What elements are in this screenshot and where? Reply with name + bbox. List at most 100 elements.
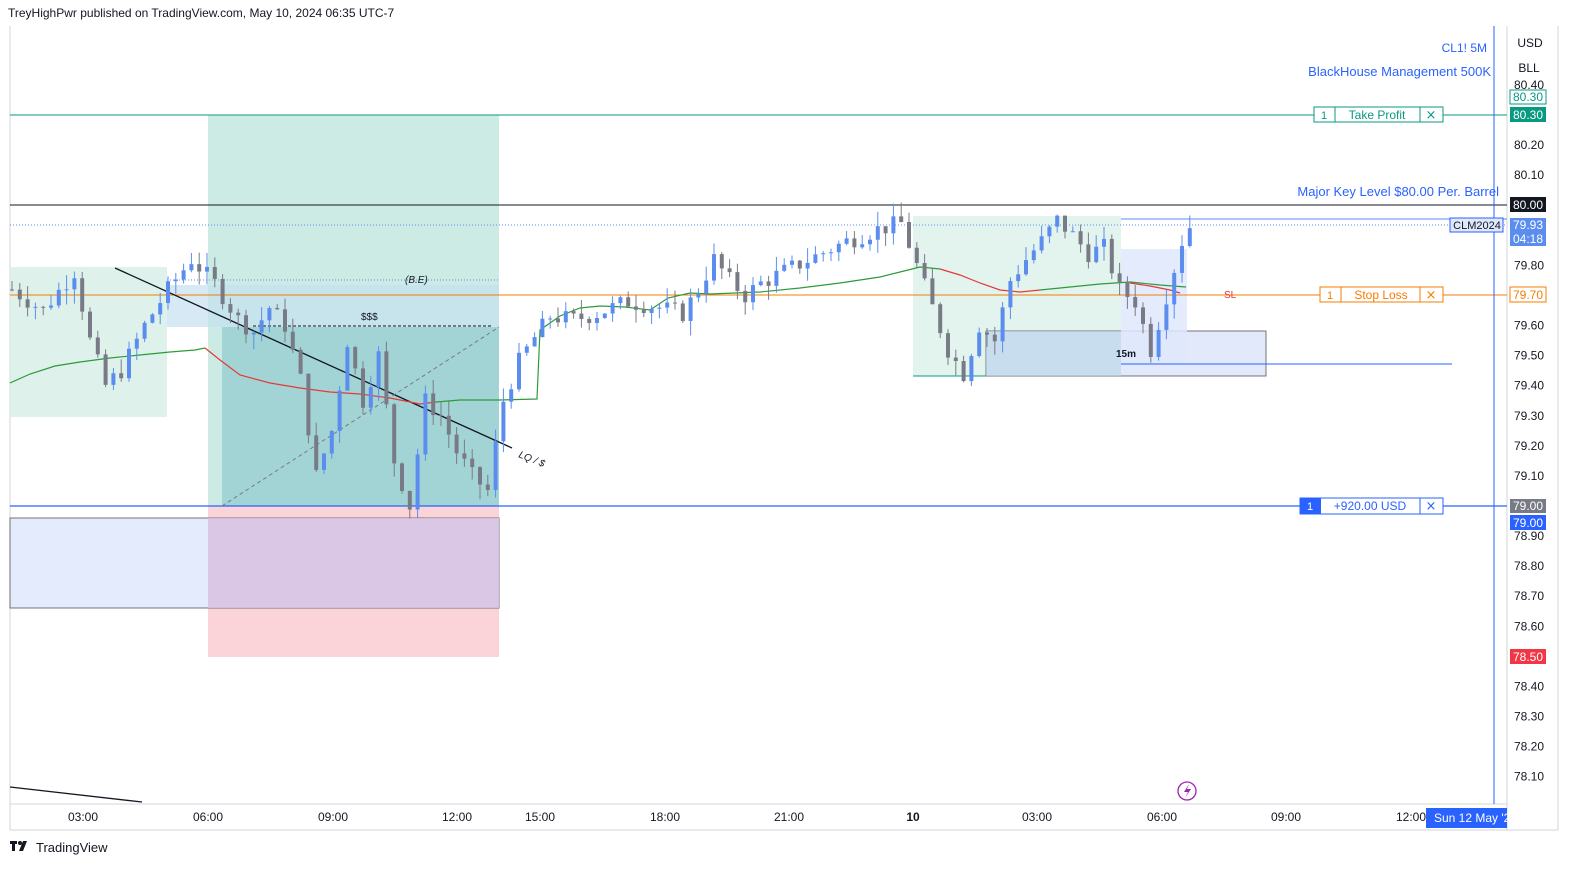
candle-body bbox=[1047, 226, 1052, 237]
candle-body bbox=[735, 272, 740, 291]
candle-body bbox=[407, 490, 412, 510]
candle-body bbox=[719, 254, 724, 269]
take-profit-close-icon[interactable]: × bbox=[1426, 108, 1437, 123]
position-diagonal bbox=[221, 326, 500, 507]
candle-body bbox=[251, 332, 256, 335]
candle-body bbox=[368, 387, 373, 408]
candle-body bbox=[688, 297, 693, 321]
candle-body bbox=[1187, 228, 1192, 247]
candle-body bbox=[704, 280, 709, 294]
take-profit-qty: 1 bbox=[1321, 110, 1327, 122]
drawing-zones bbox=[9, 115, 1267, 657]
candle-body bbox=[587, 319, 592, 324]
candle-body bbox=[1031, 250, 1036, 261]
candle-body bbox=[337, 390, 342, 432]
candle-body bbox=[1117, 273, 1122, 283]
candle-body bbox=[1156, 329, 1161, 357]
time-tick-7: 10 bbox=[906, 810, 920, 824]
unit-selector[interactable]: BLL bbox=[1518, 61, 1540, 75]
candle-body bbox=[610, 303, 615, 314]
candle-body bbox=[220, 278, 225, 305]
time-tick-9: 06:00 bbox=[1147, 810, 1177, 824]
candle-body bbox=[212, 266, 217, 279]
candle-body bbox=[821, 253, 826, 255]
candle-body bbox=[649, 308, 654, 313]
candle-body bbox=[400, 463, 404, 491]
lightning-icon[interactable] bbox=[1177, 781, 1197, 801]
candle-body bbox=[501, 401, 506, 442]
candle-body bbox=[946, 333, 950, 358]
major-key-annotation: Major Key Level $80.00 Per. Barrel bbox=[1297, 184, 1499, 199]
candle-body bbox=[1094, 246, 1099, 263]
candle-body bbox=[322, 453, 326, 470]
candle-body bbox=[173, 279, 178, 282]
trend-line-lq bbox=[114, 267, 513, 449]
candle-body bbox=[236, 312, 241, 316]
candle-body bbox=[111, 373, 116, 385]
candle-body bbox=[259, 320, 264, 333]
position-order[interactable]: 1 +920.00 USD × bbox=[1299, 497, 1444, 515]
take-profit-label: Take Profit bbox=[1349, 108, 1406, 122]
candle-body bbox=[119, 373, 124, 379]
candle-body bbox=[439, 415, 443, 417]
price-tick-23: 78.10 bbox=[1514, 770, 1544, 784]
candle-body bbox=[797, 260, 802, 269]
stop-loss-close-icon[interactable]: × bbox=[1426, 288, 1437, 303]
candle-body bbox=[329, 431, 334, 454]
candle-body bbox=[930, 278, 935, 305]
time-axis: 03:00 06:00 09:00 12:00 15:00 18:00 21:00 10 03:… bbox=[68, 810, 1426, 824]
vwap-line-left bbox=[9, 347, 206, 384]
candle-body bbox=[275, 308, 280, 310]
candle-body bbox=[602, 313, 607, 319]
entry-price-label: 79.00 bbox=[1513, 499, 1543, 513]
candle-body bbox=[197, 264, 202, 272]
price-axis: 80.4080.3080.2080.1080.0079.9079.8079.70… bbox=[1514, 78, 1544, 784]
level-lines bbox=[9, 26, 1507, 804]
be-annotation: (B.E) bbox=[405, 275, 428, 286]
contract-label: CLM2024 bbox=[1453, 220, 1501, 232]
time-tick-8: 03:00 bbox=[1022, 810, 1052, 824]
candle-body bbox=[1024, 260, 1028, 275]
position-qty: 1 bbox=[1307, 501, 1313, 513]
candle-body bbox=[860, 244, 865, 248]
candle-body bbox=[548, 318, 553, 320]
take-profit-order[interactable]: 1 Take Profit × bbox=[1313, 106, 1444, 123]
candle-body bbox=[353, 347, 358, 369]
currency-selector[interactable]: USD bbox=[1517, 36, 1543, 50]
candle-body bbox=[25, 299, 30, 308]
candle-body bbox=[1063, 215, 1067, 232]
sss-annotation: $$$ bbox=[361, 312, 378, 323]
position-close-icon[interactable]: × bbox=[1426, 499, 1437, 514]
stop-loss-order[interactable]: 1 Stop Loss × bbox=[1319, 286, 1444, 303]
footer-brand: TradingView bbox=[10, 839, 108, 856]
candle-body bbox=[1164, 304, 1169, 330]
position-pnl: +920.00 USD bbox=[1334, 499, 1407, 513]
candle-body bbox=[361, 368, 365, 408]
candle-body bbox=[899, 216, 904, 223]
candle-body bbox=[1109, 238, 1114, 274]
candle-body bbox=[142, 322, 147, 339]
candle-body bbox=[540, 318, 545, 338]
time-tick-0: 03:00 bbox=[68, 810, 98, 824]
ema-line bbox=[204, 347, 437, 405]
candle-body bbox=[470, 458, 475, 468]
price-tick-10: 79.40 bbox=[1514, 379, 1544, 393]
stop-loss-qty: 1 bbox=[1327, 290, 1333, 302]
tp-top-label: 80.30 bbox=[1513, 90, 1543, 104]
sl-annotation: SL bbox=[1224, 290, 1237, 301]
candle-body bbox=[509, 389, 514, 402]
candle-body bbox=[1148, 323, 1153, 357]
candle-body bbox=[790, 260, 794, 265]
lq-annotation: LQ / $ bbox=[517, 450, 547, 471]
sl-price-label: 79.70 bbox=[1513, 288, 1543, 302]
right-green-overlap bbox=[986, 331, 1121, 376]
candle-body bbox=[384, 351, 389, 405]
candle-body bbox=[423, 393, 428, 455]
price-tick-2: 80.20 bbox=[1514, 138, 1544, 152]
candle-body bbox=[95, 337, 100, 355]
candle-body bbox=[563, 311, 568, 323]
tp-price-label: 80.30 bbox=[1513, 108, 1543, 122]
publish-info: TreyHighPwr published on TradingView.com… bbox=[8, 6, 395, 20]
candle-body bbox=[844, 238, 849, 244]
